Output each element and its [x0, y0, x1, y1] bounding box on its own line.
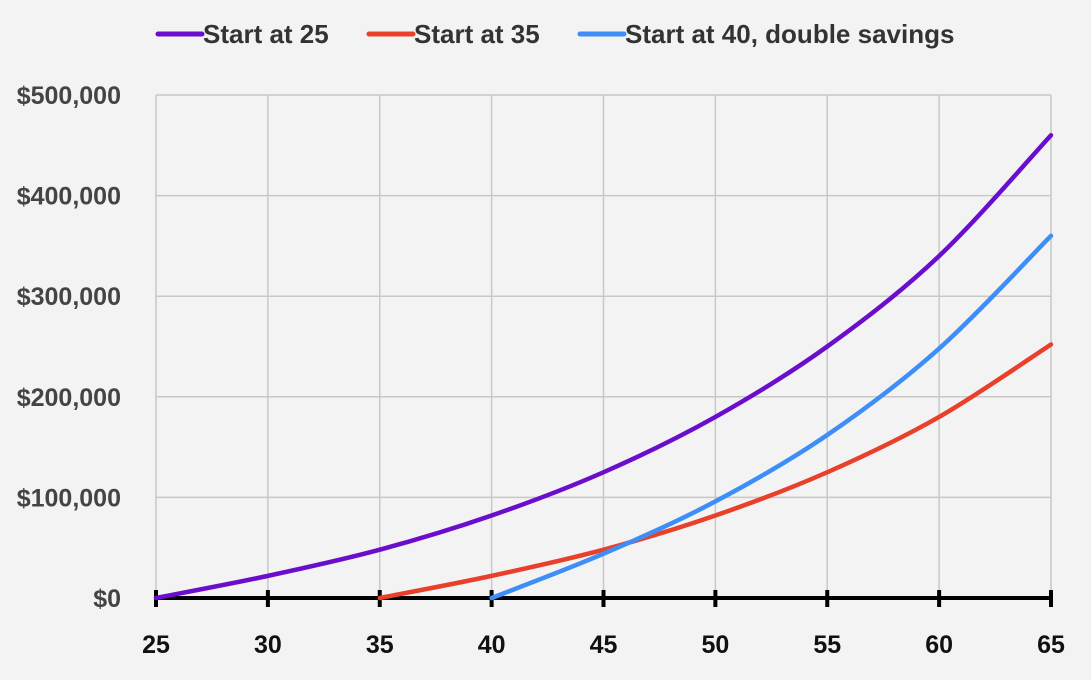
legend-label: Start at 25: [203, 19, 329, 49]
legend-label: Start at 40, double savings: [625, 19, 954, 49]
series-line-1: [153, 132, 1054, 601]
y-tick-label: $500,000: [17, 82, 121, 110]
x-tick-label: 35: [366, 631, 394, 659]
x-tick-label: 55: [813, 631, 841, 659]
series-line-2: [377, 342, 1054, 601]
x-tick-label: 45: [590, 631, 618, 659]
x-tick-label: 60: [925, 631, 953, 659]
series-lines: [153, 132, 1054, 601]
x-tick-label: 25: [142, 631, 170, 659]
x-axis-tick-labels: 25 30 35 40 45 50 55 60 65: [142, 631, 1065, 659]
y-tick-label: $300,000: [17, 283, 121, 311]
y-axis-tick-labels: $0 $100,000 $200,000 $300,000 $400,000 $500,0…: [17, 82, 121, 613]
series-line-3: [489, 233, 1054, 601]
y-tick-label: $400,000: [17, 183, 121, 211]
x-tick-label: 30: [254, 631, 282, 659]
x-tick-label: 65: [1037, 631, 1065, 659]
x-tick-label: 40: [478, 631, 506, 659]
y-tick-label: $100,000: [17, 484, 121, 512]
y-tick-label: $200,000: [17, 384, 121, 412]
legend-label: Start at 35: [414, 19, 540, 49]
legend: Start at 25 Start at 35 Start at 40, doubl…: [155, 19, 954, 49]
gridlines: [155, 94, 1052, 598]
y-tick-label: $0: [93, 585, 121, 613]
x-tick-label: 50: [701, 631, 729, 659]
